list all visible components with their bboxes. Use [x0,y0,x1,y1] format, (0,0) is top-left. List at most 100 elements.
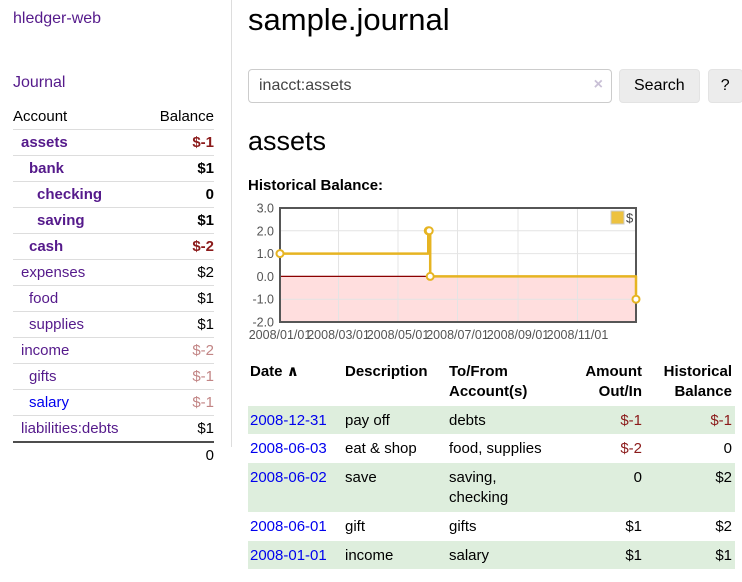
transaction-balance: $-1 [710,411,732,429]
search-row: × Search ? [248,69,742,103]
main-content: sample.journal × Search ? assets Histori… [232,0,742,582]
y-axis-tick-label: 1.0 [257,247,274,261]
account-link-cash[interactable]: cash [29,238,64,255]
account-balance: $1 [145,311,214,338]
transaction-date-link[interactable]: 2008-01-01 [250,546,327,564]
accounts-total-row: 0 [13,441,214,468]
transaction-accounts: food, supplies [449,440,542,458]
transaction-date-link[interactable]: 2008-06-03 [250,440,327,458]
y-axis-tick-label: 2.0 [257,224,274,238]
transaction-amount: $1 [625,546,642,564]
transaction-balance: 0 [723,440,732,458]
account-link-liabilities-debts[interactable]: liabilities:debts [21,420,119,437]
register-row: 2008-12-31 pay off debts $-1 $-1 [248,405,735,435]
sidebar: hledger-web Journal Account Balance asse… [0,0,232,582]
transaction-description: save [345,469,377,487]
search-input[interactable] [248,69,612,103]
register-header-amount: Amount Out/In [585,363,642,400]
transaction-accounts: salary [449,546,490,564]
transaction-description: eat & shop [345,440,417,458]
search-button[interactable]: Search [619,69,700,103]
y-axis-tick-label: 3.0 [257,202,274,216]
account-row: assets $-1 [13,129,214,156]
account-link-supplies[interactable]: supplies [29,316,85,333]
data-point-marker[interactable] [631,294,641,304]
accounts-total-value: 0 [145,441,214,468]
register-row: 2008-01-01 income salary $1 $1 [248,540,735,570]
register-table: Date ∧ Description To/From Account(s) Amo… [248,358,735,570]
account-link-assets[interactable]: assets [21,134,68,151]
accounts-header-account: Account [13,104,146,130]
account-row: cash $-2 [13,233,214,260]
transaction-amount: $-1 [620,411,642,429]
account-balance: $-1 [145,129,214,156]
clear-search-icon[interactable]: × [593,76,603,93]
account-balance: $1 [145,155,214,182]
y-axis-tick-label: -1.0 [252,293,274,307]
account-link-bank[interactable]: bank [29,160,65,177]
x-axis-tick-label: 2008/01/01 [249,328,312,342]
transaction-accounts: gifts [449,517,477,535]
account-balance: $1 [145,285,214,312]
data-point-marker[interactable] [425,271,435,281]
brand: hledger-web [13,10,232,28]
search-box: × [248,69,612,103]
account-link-gifts[interactable]: gifts [29,368,57,385]
account-row: bank $1 [13,155,214,182]
transaction-date-link[interactable]: 2008-06-01 [250,517,327,535]
sidebar-nav: Journal [13,74,232,92]
transaction-accounts: debts [449,411,486,429]
y-axis-tick-label: 0.0 [257,270,274,284]
account-balance: $1 [145,207,214,234]
account-row: gifts $-1 [13,363,214,390]
app-title-link[interactable]: hledger-web [13,10,102,27]
plot-border [279,207,637,323]
transaction-balance: $2 [715,517,732,535]
register-header-tofrom: To/From Account(s) [449,363,528,400]
page-title: sample.journal [248,2,450,37]
account-link-expenses[interactable]: expenses [21,264,86,281]
account-row: supplies $1 [13,311,214,338]
x-axis-tick-label: 2008/09/01 [487,328,550,342]
register-header-row: Date ∧ Description To/From Account(s) Amo… [248,358,735,406]
account-row: expenses $2 [13,259,214,286]
y-axis-tick-label: -2.0 [252,316,274,330]
transaction-amount: $-2 [620,440,642,458]
transaction-date-link[interactable]: 2008-06-02 [250,469,327,487]
account-balance: $1 [145,415,214,443]
chart-legend: $ [610,210,634,226]
account-row: salary $-1 [13,389,214,416]
register-header-description: Description [345,363,428,380]
account-balance: $-2 [145,337,214,364]
x-axis-tick-label: 2008/03/01 [307,328,370,342]
transaction-date-link[interactable]: 2008-12-31 [250,411,327,429]
legend-label: $ [626,211,634,226]
data-point-marker[interactable] [275,249,285,259]
nav-journal-link[interactable]: Journal [13,74,66,91]
historical-balance-chart[interactable]: 3.0 2.0 1.0 0.0 -1.0 -2.0 2008/01/01 2008/03/01… [248,200,644,344]
legend-swatch [610,210,625,225]
account-heading: assets [248,126,327,156]
account-link-checking[interactable]: checking [37,186,103,203]
account-row: checking 0 [13,181,214,208]
account-link-income[interactable]: income [21,342,70,359]
account-row: food $1 [13,285,214,312]
account-link-saving[interactable]: saving [37,212,85,229]
account-balance: $-1 [145,389,214,416]
transaction-description: income [345,546,394,564]
register-header-date[interactable]: Date ∧ [250,363,299,380]
accounts-header-balance: Balance [145,104,214,130]
account-row: saving $1 [13,207,214,234]
account-balance: $-1 [145,363,214,390]
accounts-table: Account Balance assets $-1 bank $1 checking 0… [13,104,214,468]
account-row: liabilities:debts $1 [13,415,214,443]
account-link-food[interactable]: food [29,290,59,307]
help-button[interactable]: ? [707,69,742,103]
transaction-amount: 0 [633,469,642,487]
account-link-salary[interactable]: salary [29,394,70,411]
x-axis-tick-label: 2008/11/01 [547,328,609,342]
data-point-marker[interactable] [424,226,434,236]
register-row: 2008-06-01 gift gifts $1 $2 [248,512,735,541]
chart-svg: 3.0 2.0 1.0 0.0 -1.0 -2.02008/01/012008/03/01… [249,202,641,342]
